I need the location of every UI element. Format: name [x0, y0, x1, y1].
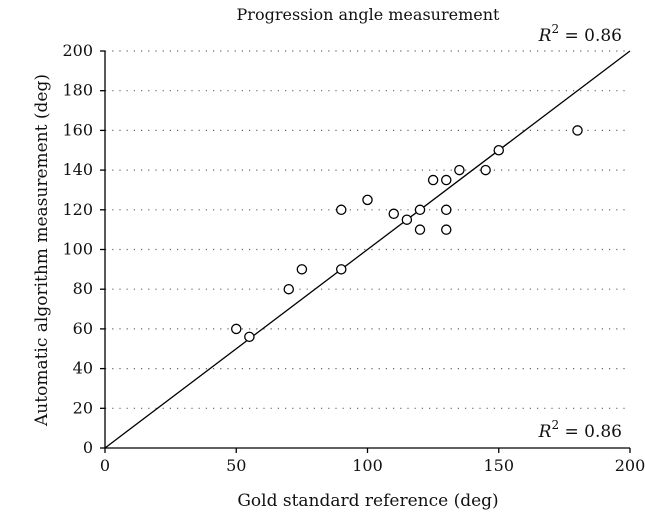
data-point-16: [480, 164, 491, 176]
data-point-8: [401, 214, 413, 225]
x-tick-label-150: 150: [483, 456, 514, 475]
y-tick-label-40: 40: [73, 359, 93, 378]
x-tick-label-200: 200: [615, 456, 645, 475]
y-tick-label-200: 200: [62, 41, 93, 60]
data-point-14: [440, 224, 452, 235]
data-point-11: [427, 174, 439, 186]
data-point-5: [335, 204, 347, 216]
fit-line-group: [104, 50, 631, 449]
data-point-1: [244, 331, 255, 343]
r-squared-annotation-top: R2 = 0.86: [538, 22, 622, 46]
chart-title: Progression angle measurement: [237, 5, 500, 24]
data-point-13: [440, 204, 452, 216]
y-tick-label-140: 140: [62, 160, 93, 179]
y-tick-label-180: 180: [62, 81, 93, 100]
x-axis-ticks: 0 50 100 150 200: [100, 448, 645, 475]
y-axis-ticks: 0 20 40 60 80 100 120 140 160 180 200: [62, 41, 105, 457]
y-tick-label-120: 120: [62, 200, 93, 219]
data-point-0: [230, 323, 242, 335]
data-point-6: [362, 194, 373, 206]
data-point-15: [454, 164, 465, 176]
data-point-9: [414, 204, 426, 216]
data-point-17: [493, 144, 504, 156]
x-tick-label-100: 100: [352, 456, 383, 475]
data-point-3: [296, 264, 308, 275]
data-points: [230, 125, 583, 343]
data-point-4: [335, 264, 347, 275]
y-tick-label-80: 80: [73, 279, 93, 298]
gridlines: [105, 50, 630, 409]
y-tick-label-20: 20: [73, 398, 93, 417]
data-point-10: [414, 224, 426, 235]
x-tick-label-0: 0: [100, 456, 110, 475]
x-tick-label-50: 50: [226, 456, 246, 475]
y-tick-label-0: 0: [83, 438, 93, 457]
y-tick-label-100: 100: [62, 240, 93, 259]
y-axis-label: Automatic algorithm measurement (deg): [32, 74, 52, 427]
y-tick-label-60: 60: [73, 319, 93, 338]
data-point-2: [283, 283, 294, 295]
regression-line: [104, 50, 631, 449]
x-axis-label: Gold standard reference (deg): [237, 491, 498, 511]
data-point-18: [572, 125, 583, 136]
y-tick-label-160: 160: [62, 120, 93, 139]
r-squared-annotation-bottom: R2 = 0.86: [538, 418, 622, 442]
data-point-7: [388, 208, 399, 220]
data-point-12: [440, 174, 452, 186]
